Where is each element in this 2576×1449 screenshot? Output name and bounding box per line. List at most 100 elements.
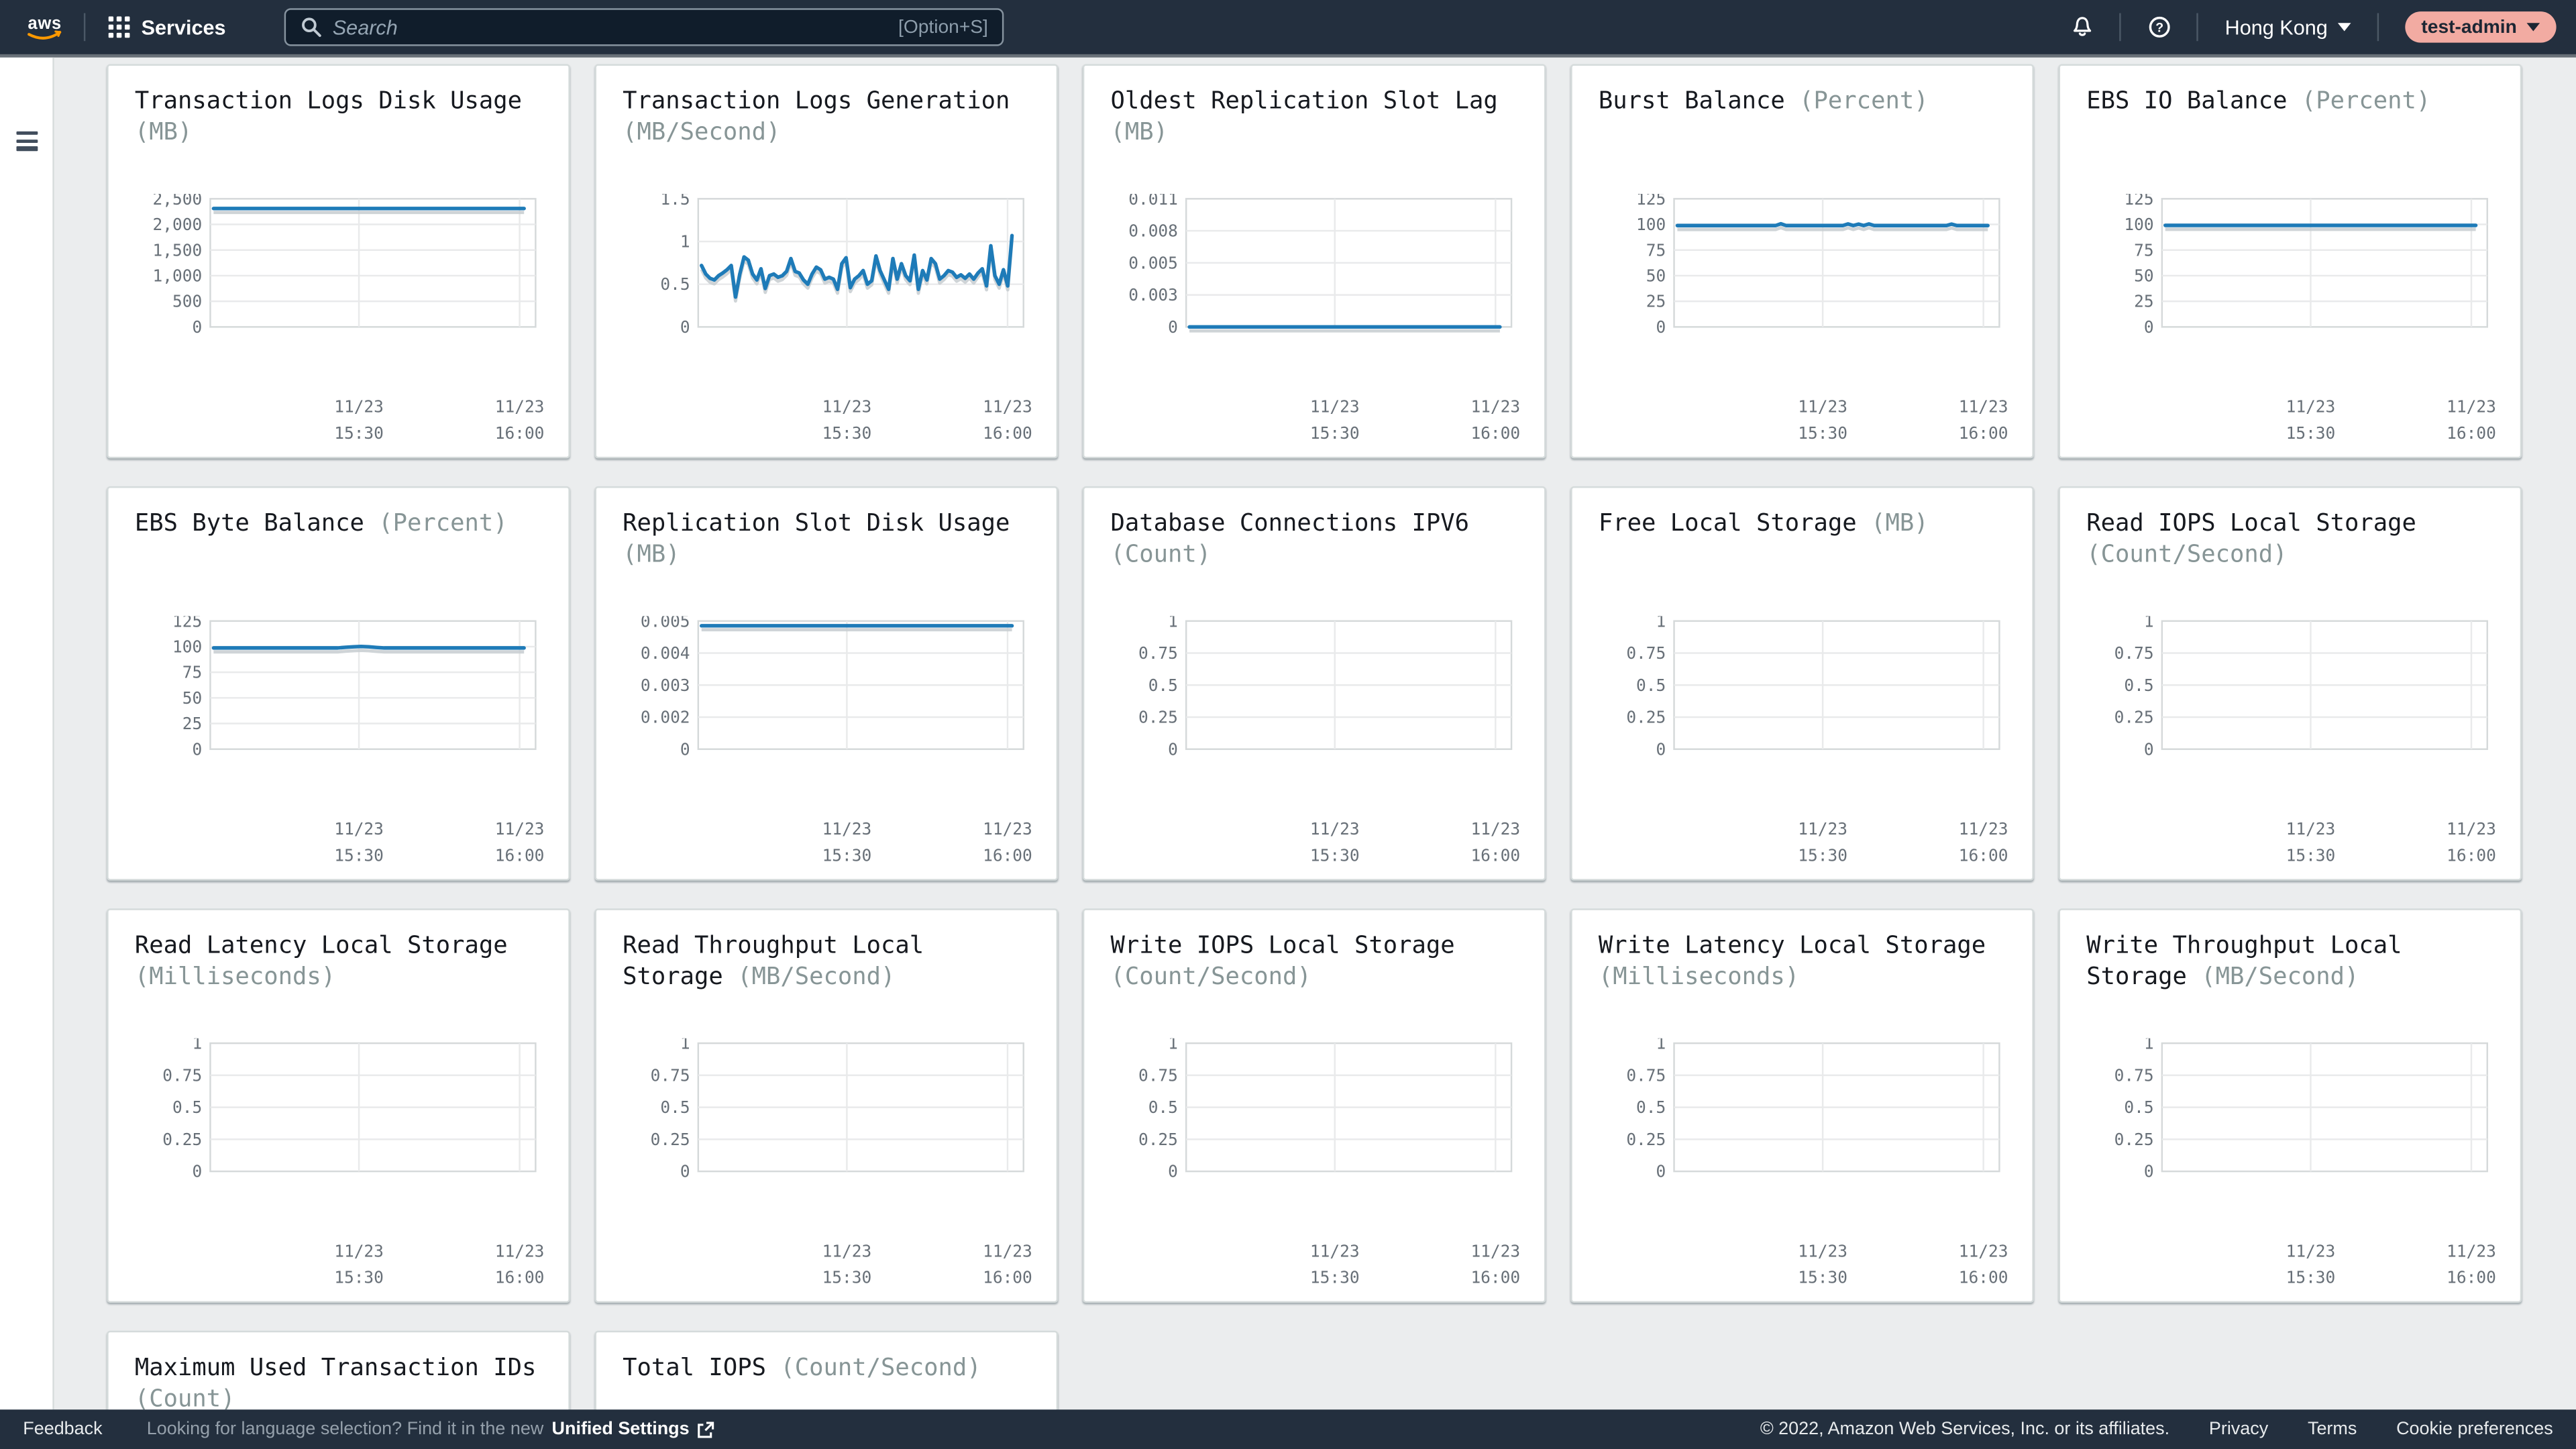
svg-text:125: 125 — [172, 616, 202, 631]
metric-card-read-throughput-local-storage[interactable]: Read Throughput Local Storage (MB/Second… — [594, 908, 1059, 1303]
svg-text:0.002: 0.002 — [641, 708, 690, 727]
search-input[interactable] — [323, 15, 899, 39]
metric-card-maximum-used-transaction-ids[interactable]: Maximum Used Transaction IDs (Count) — [107, 1330, 570, 1410]
metric-card-read-iops-local-storage[interactable]: Read IOPS Local Storage (Count/Second) 1 0… — [2058, 486, 2522, 881]
cookie-preferences-link[interactable]: Cookie preferences — [2396, 1419, 2553, 1440]
svg-text:0: 0 — [1656, 1162, 1666, 1181]
svg-text:15:30: 15:30 — [822, 423, 872, 443]
metric-card-unit: (MB/Second) — [737, 963, 896, 990]
svg-text:16:00: 16:00 — [2447, 1268, 2496, 1287]
svg-text:0: 0 — [2144, 1162, 2154, 1181]
feedback-link[interactable]: Feedback — [23, 1419, 103, 1440]
svg-text:0.011: 0.011 — [1128, 194, 1178, 209]
terms-link[interactable]: Terms — [2307, 1419, 2357, 1440]
metric-card-title: Free Local Storage (MB) — [1598, 511, 1929, 537]
svg-text:0: 0 — [1168, 1162, 1178, 1181]
metric-card-transaction-logs-disk-usage[interactable]: Transaction Logs Disk Usage (MB) 2,500 2,0… — [107, 64, 570, 459]
svg-text:25: 25 — [2134, 292, 2153, 311]
svg-text:75: 75 — [1646, 240, 1666, 260]
svg-text:0.5: 0.5 — [2124, 676, 2153, 695]
metric-card-unit: (MB) — [1871, 511, 1929, 537]
metric-card-title: Write Throughput Local Storage (MB/Secon… — [2086, 933, 2402, 990]
metric-card-title: Read Latency Local Storage (Milliseconds… — [134, 933, 508, 990]
metric-card-unit: (Milliseconds) — [134, 963, 336, 990]
svg-text:11/23: 11/23 — [2447, 1241, 2496, 1260]
collapsed-sidebar — [0, 57, 54, 1410]
svg-text:15:30: 15:30 — [2286, 845, 2336, 865]
svg-text:50: 50 — [2134, 266, 2153, 286]
svg-text:1: 1 — [680, 1038, 690, 1053]
hamburger-bar — [16, 131, 38, 136]
unified-settings-link[interactable]: Unified Settings — [552, 1419, 714, 1439]
metric-card-unit: (Percent) — [378, 511, 508, 537]
metric-card-transaction-logs-generation[interactable]: Transaction Logs Generation (MB/Second) 1… — [594, 64, 1059, 459]
services-menu-button[interactable]: Services — [102, 0, 233, 54]
footer-bar: Feedback Looking for language selection?… — [0, 1409, 2576, 1449]
svg-text:11/23: 11/23 — [822, 1241, 872, 1260]
metric-card-burst-balance[interactable]: Burst Balance (Percent) 125 100 75 50 25 0 11/2… — [1570, 64, 2034, 459]
svg-text:1: 1 — [2144, 616, 2154, 631]
metric-card-write-throughput-local-storage[interactable]: Write Throughput Local Storage (MB/Secon… — [2058, 908, 2522, 1303]
svg-text:1,000: 1,000 — [153, 266, 203, 286]
svg-text:16:00: 16:00 — [1470, 423, 1520, 443]
svg-text:16:00: 16:00 — [983, 1268, 1032, 1287]
svg-text:11/23: 11/23 — [334, 1241, 384, 1260]
services-label: Services — [141, 15, 226, 39]
svg-text:15:30: 15:30 — [334, 1268, 384, 1287]
svg-text:0.25: 0.25 — [1626, 708, 1666, 727]
svg-text:0: 0 — [1168, 317, 1178, 337]
metric-card-title: Burst Balance (Percent) — [1598, 89, 1929, 115]
metric-card-write-iops-local-storage[interactable]: Write IOPS Local Storage (Count/Second) 1… — [1082, 908, 1546, 1303]
svg-text:11/23: 11/23 — [1959, 397, 2008, 417]
metric-card-oldest-replication-slot-lag[interactable]: Oldest Replication Slot Lag (MB) 0.011 0.0… — [1082, 64, 1546, 459]
svg-text:11/23: 11/23 — [1470, 397, 1520, 417]
svg-text:11/23: 11/23 — [495, 1241, 545, 1260]
svg-text:11/23: 11/23 — [1310, 397, 1360, 417]
aws-logo[interactable]: aws — [25, 11, 68, 44]
svg-text:0: 0 — [680, 1162, 690, 1181]
privacy-link[interactable]: Privacy — [2208, 1419, 2269, 1440]
svg-text:0.75: 0.75 — [1626, 643, 1666, 663]
metric-card-total-iops[interactable]: Total IOPS (Count/Second) — [594, 1330, 1059, 1410]
svg-text:1: 1 — [1168, 616, 1178, 631]
metric-card-database-connections-ipv6[interactable]: Database Connections IPV6 (Count) 1 0.75 0.… — [1082, 486, 1546, 881]
metric-card-write-latency-local-storage[interactable]: Write Latency Local Storage (Millisecond… — [1570, 908, 2034, 1303]
metric-card-replication-slot-disk-usage[interactable]: Replication Slot Disk Usage (MB) 0.005 0.0… — [594, 486, 1059, 881]
svg-text:0: 0 — [680, 317, 690, 337]
language-hint-text: Looking for language selection? Find it … — [146, 1419, 544, 1440]
metric-card-title: Replication Slot Disk Usage (MB) — [623, 511, 1010, 568]
svg-text:11/23: 11/23 — [1959, 1241, 2008, 1260]
svg-text:16:00: 16:00 — [1959, 1268, 2008, 1287]
svg-text:75: 75 — [182, 663, 202, 682]
metric-card-free-local-storage[interactable]: Free Local Storage (MB) 1 0.75 0.5 0.25 0 11/2… — [1570, 486, 2034, 881]
account-menu-button[interactable]: test-admin — [2404, 11, 2557, 43]
svg-text:0.5: 0.5 — [1148, 676, 1178, 695]
nav-divider — [83, 13, 86, 42]
metric-card-ebs-io-balance[interactable]: EBS IO Balance (Percent) 125 100 75 50 25 0 11/… — [2058, 64, 2522, 459]
help-button[interactable]: ? — [2138, 0, 2181, 54]
metric-card-unit: (Percent) — [1799, 89, 1929, 115]
notifications-button[interactable] — [2061, 0, 2104, 54]
svg-text:0.005: 0.005 — [1128, 253, 1178, 272]
metric-card-title: Write IOPS Local Storage (Count/Second) — [1110, 933, 1455, 990]
navbar-right-group: ? Hong Kong test-admin — [2061, 0, 2576, 54]
svg-text:15:30: 15:30 — [822, 1268, 872, 1287]
svg-text:0.003: 0.003 — [641, 676, 690, 695]
svg-text:15:30: 15:30 — [2286, 423, 2336, 443]
svg-text:125: 125 — [1636, 194, 1666, 209]
metric-chart: 1 0.75 0.5 0.25 0 11/23 15:30 11/23 16:00 — [2114, 616, 2496, 865]
region-selector[interactable]: Hong Kong — [2215, 15, 2361, 39]
metric-card-unit: (MB/Second) — [623, 119, 781, 146]
svg-text:0: 0 — [1656, 739, 1666, 759]
metric-chart: 1 0.75 0.5 0.25 0 11/23 15:30 11/23 16:00 — [1626, 616, 2008, 865]
svg-text:2,000: 2,000 — [153, 215, 203, 234]
metric-card-ebs-byte-balance[interactable]: EBS Byte Balance (Percent) 125 100 75 50 25 0 1… — [107, 486, 570, 881]
metric-chart: 1.5 1 0.5 0 11/23 15:30 11/23 16:00 — [660, 194, 1032, 443]
hamburger-menu-button[interactable] — [16, 131, 38, 154]
svg-text:0.75: 0.75 — [2114, 643, 2154, 663]
svg-text:1: 1 — [680, 232, 690, 252]
metric-card-read-latency-local-storage[interactable]: Read Latency Local Storage (Milliseconds… — [107, 908, 570, 1303]
svg-text:0.25: 0.25 — [1626, 1130, 1666, 1149]
metric-card-unit: (MB) — [134, 119, 193, 146]
svg-text:11/23: 11/23 — [2447, 397, 2496, 417]
